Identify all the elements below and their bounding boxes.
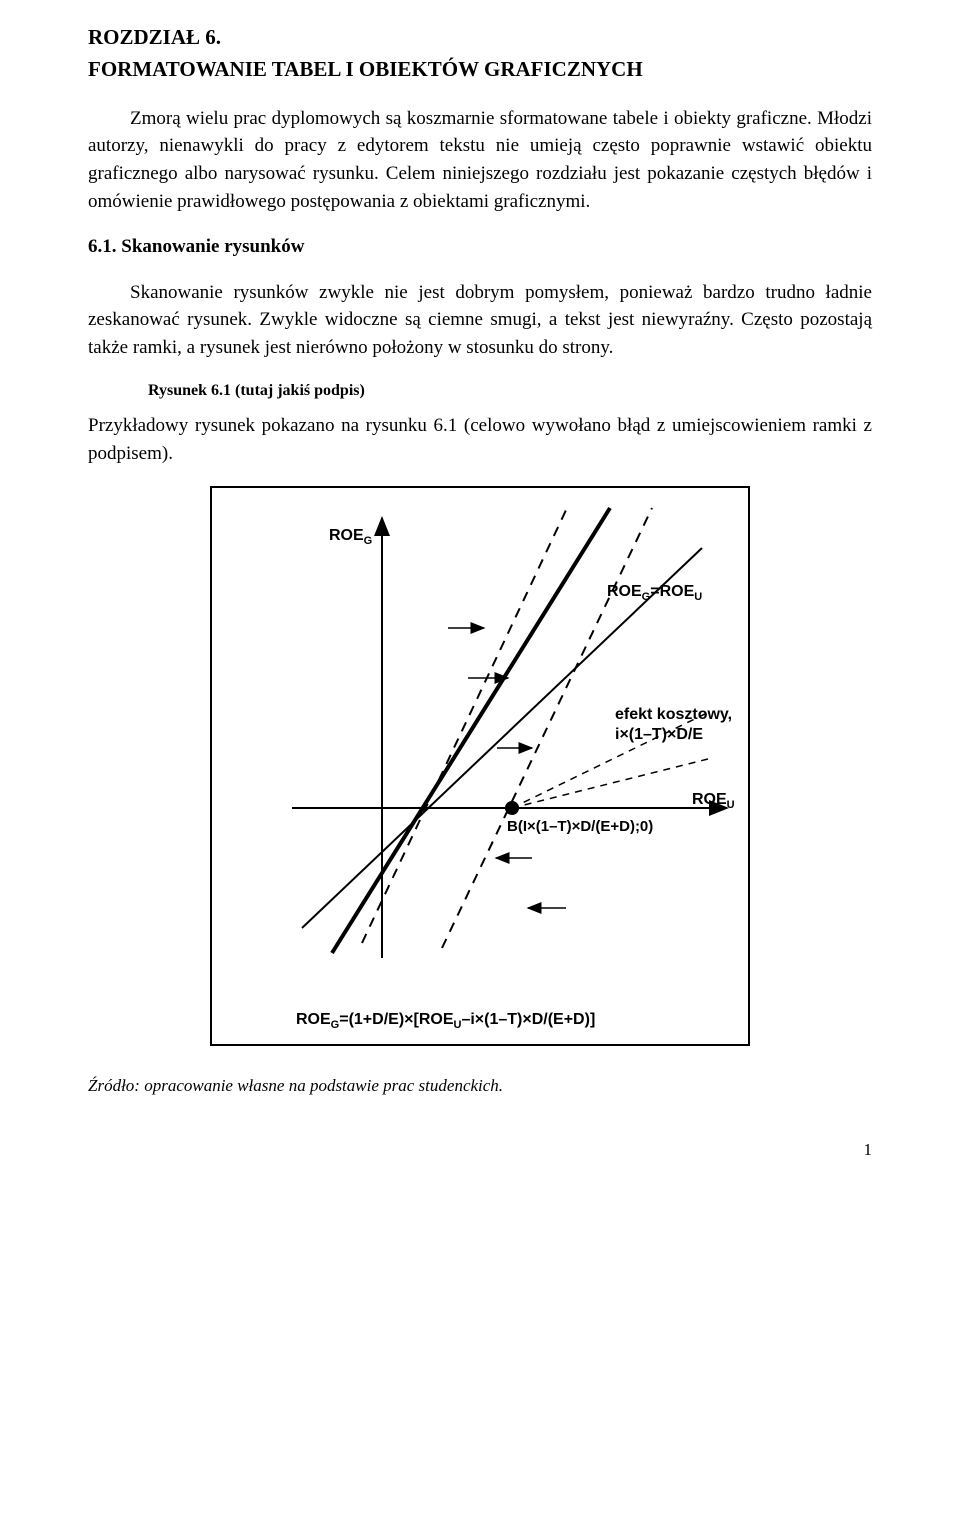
- figure-container: ROEG ROEG=ROEU efekt kosztowy, i×(1–T)×D…: [88, 486, 872, 1046]
- figure-frame: ROEG ROEG=ROEU efekt kosztowy, i×(1–T)×D…: [210, 486, 750, 1046]
- intro-paragraph: Zmorą wielu prac dyplomowych są koszmarn…: [88, 105, 872, 215]
- figure-caption: Rysunek 6.1 (tutaj jakiś podpis): [148, 379, 872, 402]
- figure-svg: [212, 488, 752, 1048]
- section-heading: 6.1. Skanowanie rysunków: [88, 233, 872, 261]
- chapter-subtitle: FORMATOWANIE TABEL I OBIEKTÓW GRAFICZNYC…: [88, 54, 872, 84]
- x-axis-label: ROEU: [692, 788, 735, 814]
- y-axis-label: ROEG: [329, 524, 372, 550]
- effect-label-line2: i×(1–T)×D/E: [615, 723, 703, 746]
- origin-label: B(I×(1–T)×D/(E+D);0): [507, 816, 653, 838]
- section-paragraph-2: Przykładowy rysunek pokazano na rysunku …: [88, 412, 872, 467]
- page-number: 1: [88, 1138, 872, 1163]
- diagonal-equation-label: ROEG=ROEU: [607, 580, 702, 606]
- chapter-title: ROZDZIAŁ 6.: [88, 22, 872, 52]
- formula-label: ROEG=(1+D/E)×[ROEU–i×(1–T)×D/(E+D)]: [296, 1008, 595, 1034]
- section-paragraph-1: Skanowanie rysunków zwykle nie jest dobr…: [88, 279, 872, 362]
- source-citation: Źródło: opracowanie własne na podstawie …: [88, 1074, 872, 1099]
